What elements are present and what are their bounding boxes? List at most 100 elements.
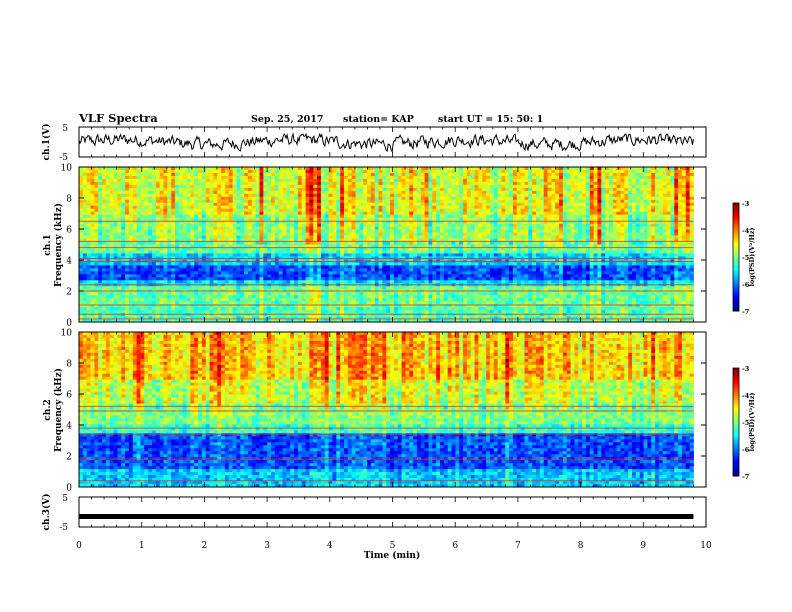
ch1-spectrogram-cell	[463, 235, 468, 239]
ch1-spectrogram-cell	[651, 211, 656, 216]
ch1-spectrogram-cell	[647, 232, 652, 236]
ch1-spectrogram-cell	[190, 196, 195, 201]
ch1-spectrogram-cell	[167, 226, 172, 230]
ch1-spectrogram-cell	[148, 199, 153, 204]
ch1-spectrogram-cell	[167, 181, 172, 186]
ch1-spectrogram-cell	[205, 196, 210, 201]
ch1-spectrogram-cell	[186, 196, 191, 201]
ch1-spectrogram-cell	[608, 205, 614, 210]
ch1-spectrogram-cell	[409, 220, 414, 225]
ch1-spectrogram-cell	[482, 184, 487, 189]
ch1-spectrogram-cell	[125, 220, 130, 225]
ch1-spectrogram-cell	[109, 193, 114, 198]
ch1-spectrogram-cell	[86, 193, 91, 198]
ch1-spectrogram-cell	[198, 202, 203, 207]
ch1-spectrogram-cell	[224, 217, 230, 222]
ch1-spectrogram-cell	[244, 172, 249, 177]
ch1-spectrogram-cell	[274, 167, 280, 171]
ch1-spectrogram-cell	[570, 238, 575, 242]
ch1-spectrogram-cell	[478, 196, 483, 201]
ch1-spectrogram-cell	[628, 181, 633, 186]
ch1-spectrogram-cell	[117, 223, 122, 228]
ch1-spectrogram-cell	[247, 229, 253, 233]
ch1-spectrogram-cell	[186, 169, 191, 174]
ch1-spectrogram-cell	[340, 205, 345, 210]
ch1-spectrogram-cell	[109, 235, 114, 239]
ch1-spectrogram-cell	[689, 226, 694, 230]
ch1-spectrogram-cell	[616, 211, 621, 216]
ch1-spectrogram-cell	[440, 181, 445, 186]
ch1-spectrogram-cell	[136, 172, 141, 177]
ch1-spectrogram-cell	[436, 241, 441, 245]
ch1-spectrogram-cell	[132, 196, 138, 201]
ch1-spectrogram-cell	[125, 178, 130, 183]
ch1-spectrogram-cell	[482, 238, 487, 242]
ch1-spectrogram-cell	[401, 205, 406, 210]
ch1-spectrogram-cell	[79, 232, 84, 236]
ch1-spectrogram-cell	[109, 229, 114, 233]
ch1-spectrogram-cell	[121, 205, 126, 210]
ch1-spectrogram-cell	[240, 223, 245, 228]
ch1-spectrogram-cell	[685, 175, 691, 180]
ch1-spectrogram-cell	[559, 247, 564, 251]
ch1-spectrogram-cell	[601, 214, 606, 219]
ch1-spectrogram-cell	[175, 208, 180, 213]
ch1-spectrogram-cell	[443, 235, 449, 239]
ch1-spectrogram-cell	[363, 190, 368, 195]
ch1-spectrogram-cell	[628, 202, 633, 207]
ch1-spectrogram-cell	[436, 187, 441, 192]
ch1-spectrogram-cell	[393, 190, 399, 195]
ch1-spectrogram-cell	[94, 235, 99, 239]
ch1-spectrogram-cell	[175, 175, 180, 180]
ch1-spectrogram-cell	[666, 205, 671, 210]
ch1-spectrogram-cell	[601, 167, 606, 171]
ch1-spectrogram-cell	[512, 244, 518, 248]
ch1-spectrogram-cell	[98, 220, 103, 225]
ch1-spectrogram-cell	[562, 175, 568, 180]
ch1-spectrogram-cell	[424, 223, 429, 228]
ch1-spectrogram-cell	[121, 196, 126, 201]
ch1-spectrogram-cell	[286, 220, 291, 225]
ch1-spectrogram-cell	[125, 199, 130, 204]
ch1-spectrogram-cell	[428, 253, 433, 257]
ch1-spectrogram-cell	[532, 253, 537, 257]
ch1-spectrogram-cell	[608, 223, 614, 228]
ch1-spectrogram-cell	[593, 184, 598, 189]
ch1-spectrogram-cell	[528, 178, 533, 183]
ch1-spectrogram-cell	[259, 193, 264, 198]
ch1-spectrogram-cell	[455, 172, 460, 177]
ch1-spectrogram-cell	[232, 244, 237, 248]
ch1-spectrogram-cell	[432, 238, 437, 242]
ch1-spectrogram-cell	[98, 223, 103, 228]
ch1-spectrogram-cell	[639, 196, 644, 201]
ch1-spectrogram-cell	[574, 199, 579, 204]
ch1-spectrogram-cell	[390, 208, 395, 213]
ch1-spectrogram-cell	[201, 190, 207, 195]
ch1-spectrogram-cell	[497, 214, 502, 219]
ch1-spectrogram-cell	[405, 238, 410, 242]
ch1-spectrogram-cell	[209, 235, 214, 239]
ch1-spectrogram-cell	[117, 172, 122, 177]
ch1-spectrogram-cell	[378, 223, 383, 228]
ch1-spectrogram-cell	[401, 214, 406, 219]
ch1-spectrogram-cell	[509, 253, 514, 257]
ch1-spectrogram-cell	[474, 175, 479, 180]
ch1-spectrogram-cell	[121, 214, 126, 219]
ch1-spectrogram-cell	[493, 241, 498, 245]
ch1-spectrogram-cell	[317, 253, 322, 257]
ch1-spectrogram-cell	[313, 178, 318, 183]
ch1-spectrogram-cell	[386, 232, 391, 236]
ch1-spectrogram-cell	[689, 169, 694, 174]
ch1-spectrogram-cell	[98, 208, 103, 213]
ch1-spectrogram-cell	[670, 199, 675, 204]
ch1-spectrogram-cell	[282, 223, 287, 228]
ch1-spectrogram-cell	[451, 223, 456, 228]
ch1-spectrogram-cell	[328, 220, 333, 225]
ch1-spectrogram-cell	[585, 202, 591, 207]
ch1-spectrogram-cell	[528, 187, 533, 192]
ch1-spectrogram-cell	[259, 226, 264, 230]
ch1-spectrogram-cell	[643, 205, 648, 210]
ch1-spectrogram-cell	[132, 205, 138, 210]
ch1-spectrogram-cell	[451, 181, 456, 186]
ch1-spectrogram-cell	[221, 172, 226, 177]
